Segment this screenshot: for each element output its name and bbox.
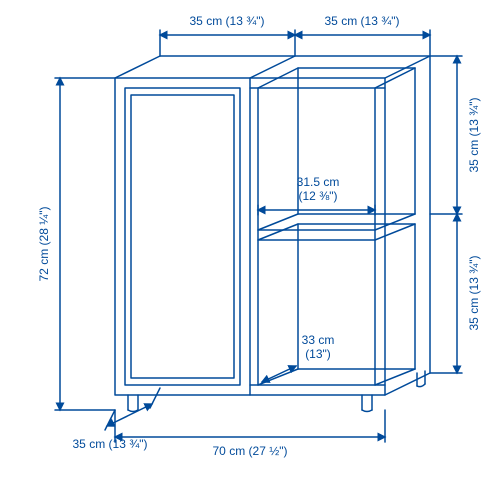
dim-top-right: 35 cm (13 ¾") bbox=[325, 15, 400, 29]
dim-bottom-width: 70 cm (27 ½") bbox=[213, 445, 288, 459]
dim-right-lower: 35 cm (13 ¾") bbox=[468, 256, 482, 331]
dim-left-height: 72 cm (28 ¼") bbox=[38, 207, 52, 282]
dim-top-left: 35 cm (13 ¾") bbox=[190, 15, 265, 29]
dim-inner-upper: 31.5 cm(12 ⅜") bbox=[297, 176, 340, 204]
dim-right-upper: 35 cm (13 ¾") bbox=[468, 98, 482, 173]
cabinet-diagram bbox=[0, 0, 500, 500]
dim-inner-lower: 33 cm(13") bbox=[302, 334, 335, 362]
dim-bottom-depth: 35 cm (13 ¾") bbox=[73, 438, 148, 452]
